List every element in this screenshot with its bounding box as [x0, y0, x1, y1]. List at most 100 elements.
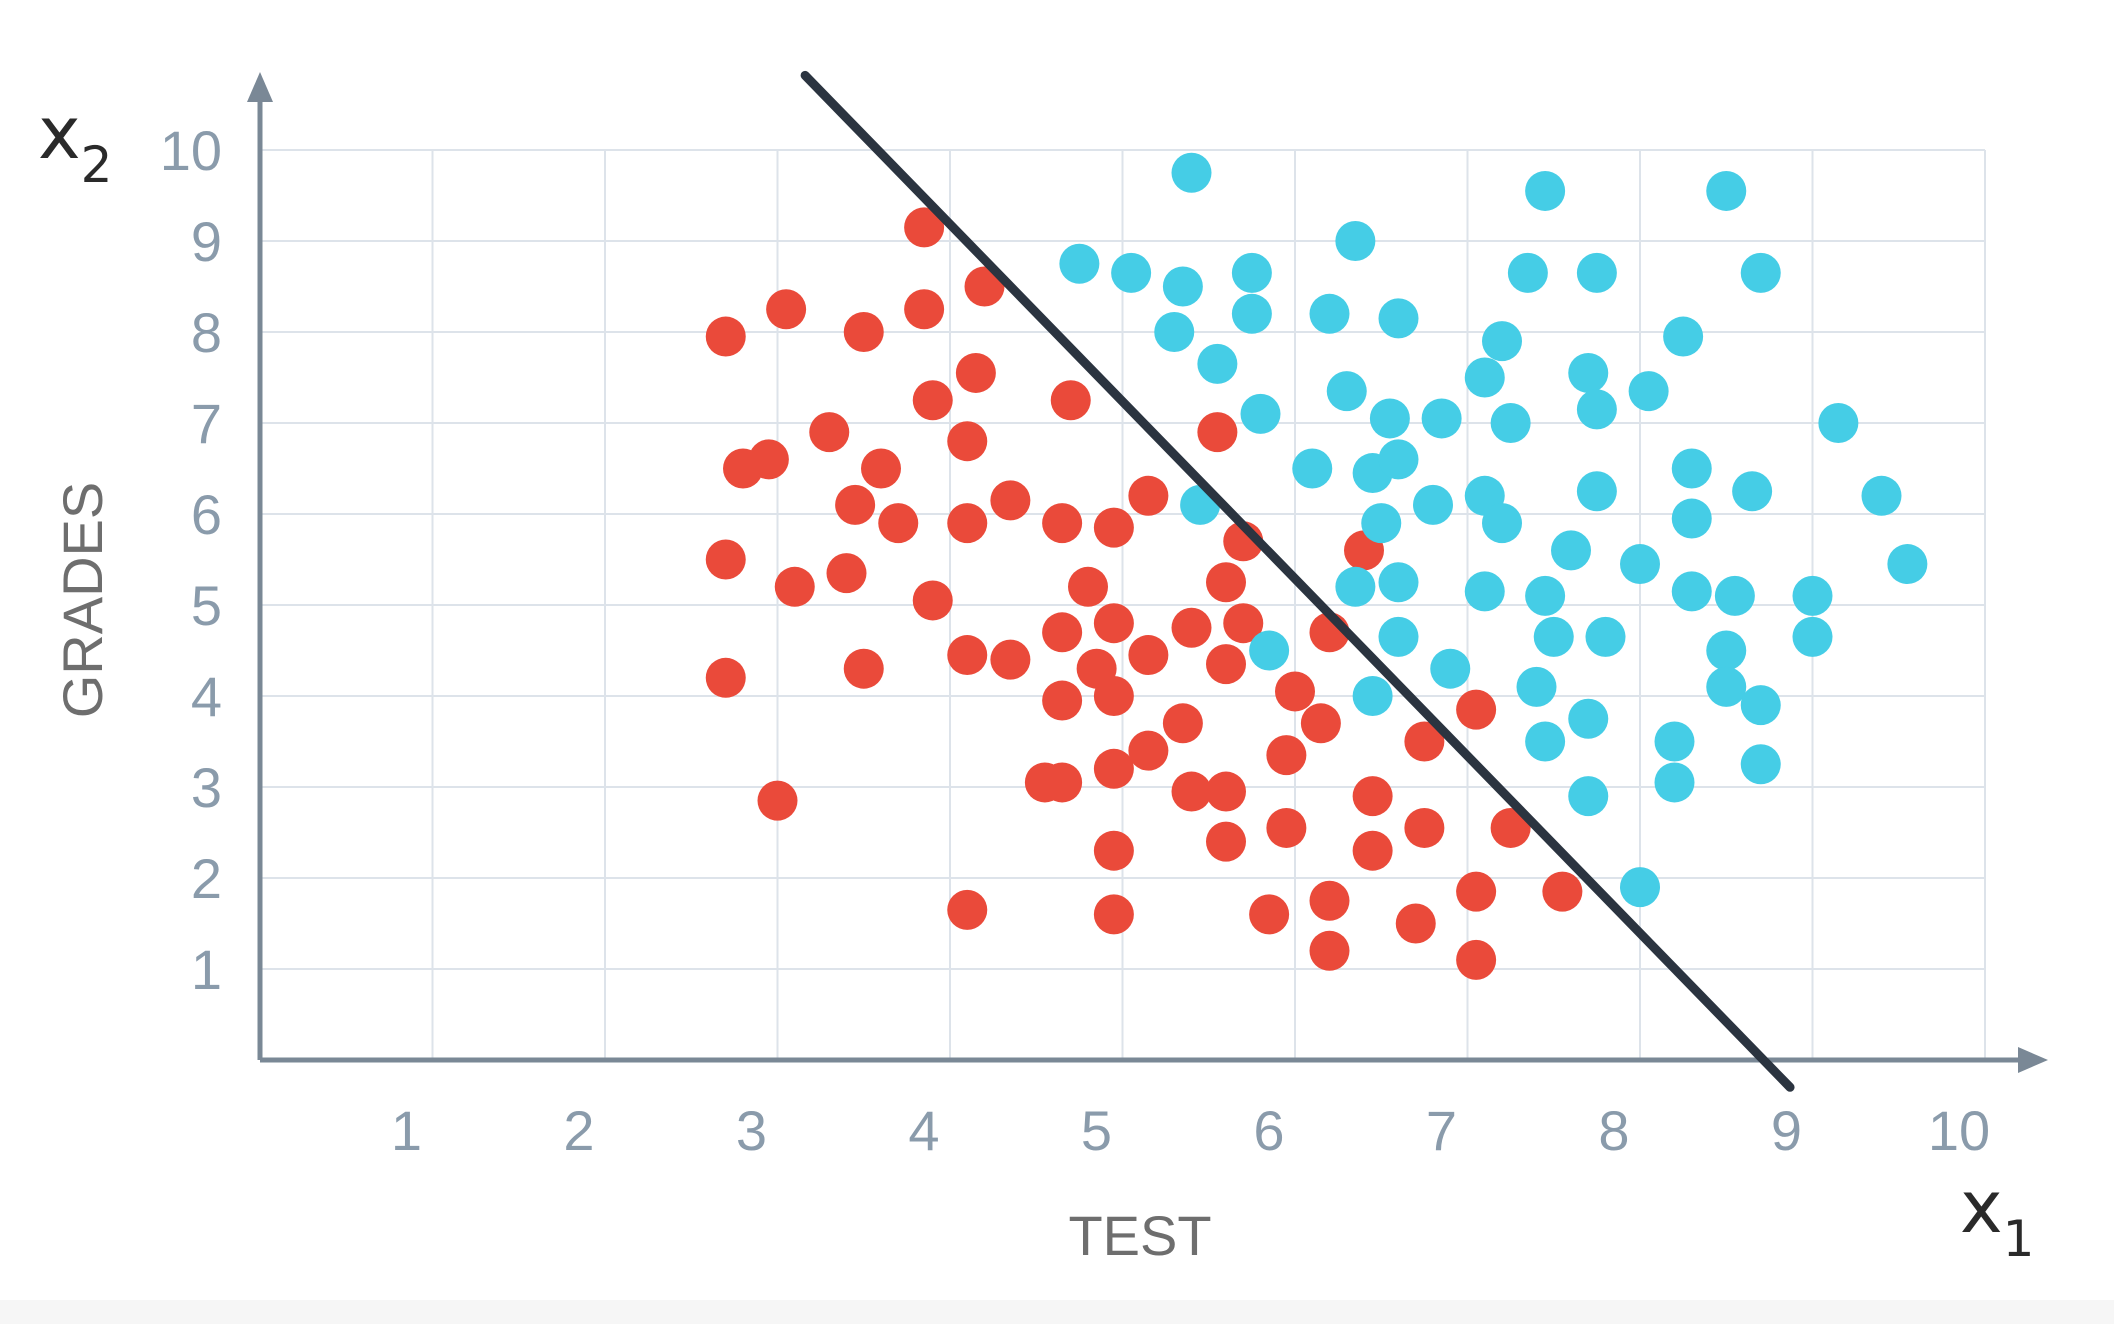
blue-data-point — [1292, 448, 1333, 489]
x-tick-label: 1 — [391, 1099, 422, 1162]
blue-data-point — [1309, 293, 1350, 334]
blue-data-point — [1154, 312, 1195, 352]
blue-data-point — [1628, 371, 1669, 412]
blue-data-point — [1740, 252, 1781, 293]
x-tick-label: 8 — [1598, 1099, 1629, 1162]
red-data-point — [1042, 680, 1083, 721]
red-data-point — [1223, 603, 1264, 644]
blue-data-point — [1714, 575, 1755, 616]
blue-data-point — [1671, 571, 1712, 612]
blue-data-point — [1568, 776, 1609, 817]
blue-data-point — [1525, 575, 1566, 616]
blue-data-point — [1585, 616, 1626, 657]
blue-data-point — [1568, 698, 1609, 739]
red-data-point — [843, 312, 884, 352]
blue-data-point — [1490, 403, 1531, 443]
red-data-point — [1490, 807, 1531, 848]
red-data-point — [861, 448, 901, 489]
blue-data-point — [1671, 498, 1712, 539]
blue-data-point — [1706, 630, 1747, 671]
red-data-point — [904, 207, 945, 248]
red-data-point — [705, 316, 746, 357]
blue-data-point — [1369, 398, 1410, 439]
blue-data-point — [1706, 666, 1747, 707]
red-data-point — [1093, 507, 1134, 548]
blue-data-point — [1861, 475, 1902, 516]
y-axis-title: GRADES — [51, 482, 114, 719]
blue-data-point — [1732, 471, 1773, 512]
x-tick-label: 7 — [1426, 1099, 1457, 1162]
x-tick-label: 5 — [1081, 1099, 1112, 1162]
red-data-point — [1128, 475, 1169, 516]
blue-data-point — [1576, 252, 1617, 293]
red-data-point — [1171, 607, 1212, 648]
blue-data-point — [1482, 503, 1522, 544]
red-data-point — [1352, 776, 1393, 817]
red-data-point — [835, 484, 876, 525]
blue-data-point — [1378, 439, 1419, 480]
red-data-point — [947, 889, 988, 930]
y-tick-label: 7 — [191, 392, 222, 455]
red-data-point — [990, 639, 1031, 680]
blue-data-point — [1111, 252, 1152, 293]
y-tick-label: 8 — [191, 301, 222, 364]
blue-data-point — [1430, 648, 1471, 689]
blue-data-point — [1464, 571, 1505, 612]
red-data-point — [990, 480, 1031, 521]
blue-data-point — [1576, 471, 1617, 512]
blue-data-point — [1335, 566, 1376, 607]
red-data-point — [1197, 412, 1238, 453]
red-data-point — [1093, 748, 1134, 789]
red-data-point — [705, 657, 746, 698]
red-data-point — [1456, 689, 1497, 730]
x-axis-title: TEST — [1068, 1204, 1211, 1267]
red-data-point — [1128, 730, 1169, 771]
blue-data-point — [1507, 252, 1548, 293]
blue-data-point — [1551, 530, 1591, 571]
red-data-point — [843, 648, 884, 689]
red-data-point — [1093, 830, 1134, 871]
red-data-point — [1456, 871, 1497, 912]
blue-data-point — [1335, 221, 1376, 261]
red-data-point — [947, 503, 988, 544]
red-data-point — [1128, 635, 1169, 676]
red-data-point — [1352, 830, 1393, 871]
x2-symbol: x2 — [38, 91, 112, 194]
red-data-point — [1404, 807, 1445, 848]
blue-data-point — [1576, 389, 1617, 430]
blue-data-point — [1533, 616, 1574, 657]
blue-data-point — [1671, 448, 1712, 489]
blue-data-point — [1171, 152, 1212, 193]
y-tick-labels: 1 2 3 4 5 6 7 8 9 10 — [160, 119, 222, 1001]
blue-data-point — [1792, 575, 1833, 616]
red-data-point — [1456, 939, 1497, 980]
y-tick-label: 2 — [191, 847, 222, 910]
blue-data-point — [1421, 398, 1462, 439]
blue-data-point — [1792, 616, 1833, 657]
blue-data-point — [1706, 170, 1747, 211]
axes — [247, 72, 2048, 1073]
red-data-point — [947, 421, 988, 462]
blue-data-point — [1568, 352, 1609, 393]
red-data-point — [1093, 603, 1134, 644]
red-data-point — [1050, 380, 1091, 421]
x1-symbol: x1 — [1960, 1165, 2034, 1268]
boundary-line — [800, 70, 1795, 1092]
red-data-point — [1162, 703, 1203, 744]
red-data-point — [1300, 703, 1341, 744]
blue-data-point — [1197, 343, 1238, 384]
red-data-point — [1093, 894, 1134, 935]
y-tick-label: 3 — [191, 756, 222, 819]
red-data-point — [964, 266, 1005, 307]
blue-data-point — [1525, 721, 1566, 762]
blue-data-point — [1464, 357, 1505, 398]
blue-data-point — [1620, 544, 1660, 585]
blue-data-point — [1740, 685, 1781, 726]
blue-data-point — [1378, 562, 1419, 603]
red-data-point — [878, 503, 919, 544]
red-data-point — [1042, 762, 1083, 803]
red-data-point — [1042, 612, 1083, 653]
red-data-point — [1068, 566, 1108, 607]
red-data-point — [947, 635, 988, 676]
red-data-point — [809, 412, 850, 453]
